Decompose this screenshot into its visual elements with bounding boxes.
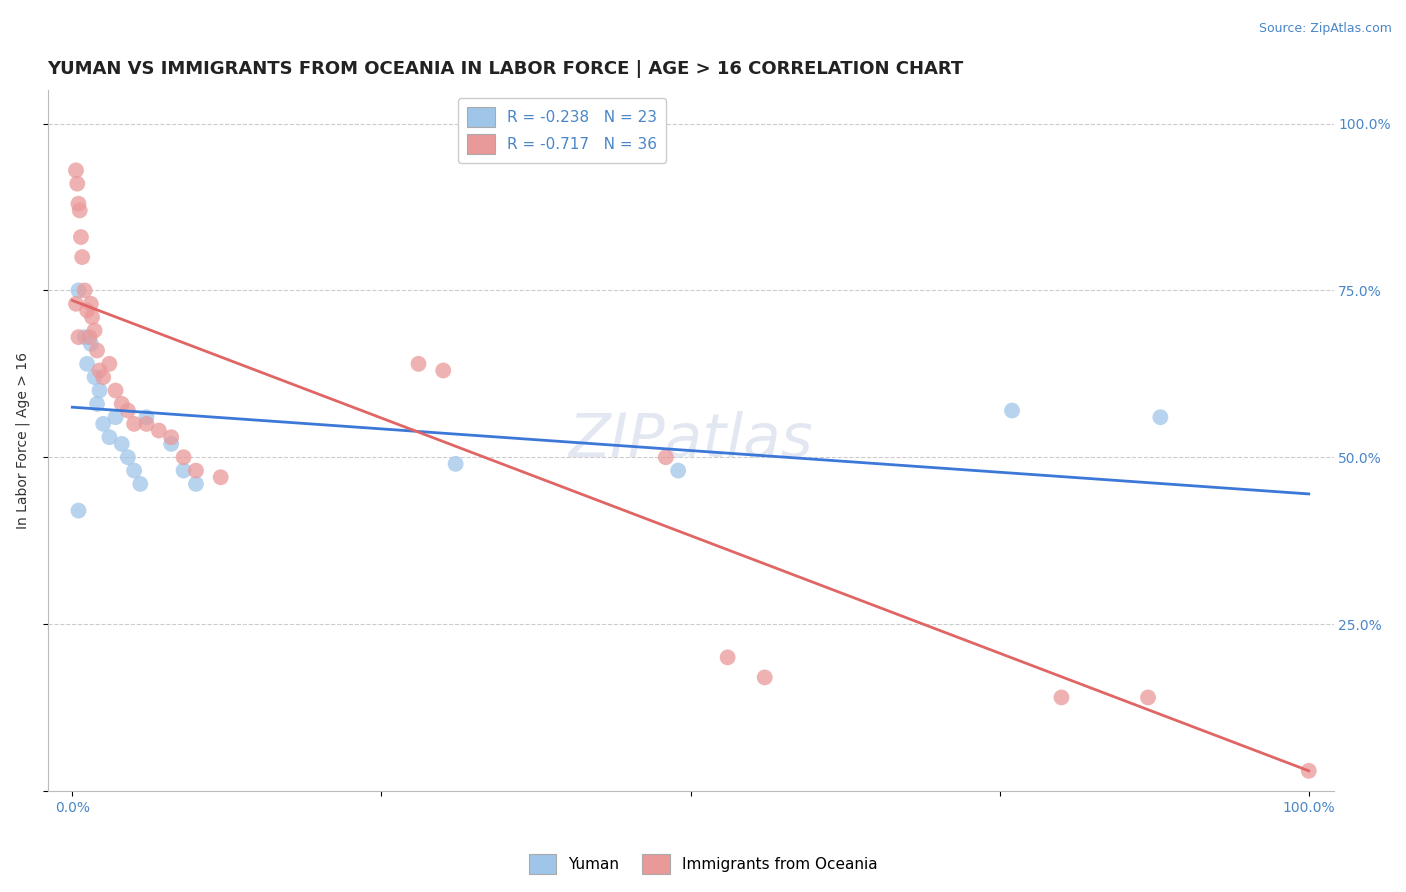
- Point: [184, 464, 207, 478]
- Point: [408, 357, 430, 371]
- Point: [89, 384, 111, 398]
- Point: [79, 330, 101, 344]
- Point: [444, 457, 467, 471]
- Point: [135, 410, 157, 425]
- Point: [67, 196, 90, 211]
- Text: ZIPatlas: ZIPatlas: [568, 411, 813, 470]
- Point: [104, 410, 127, 425]
- Point: [209, 470, 232, 484]
- Point: [160, 430, 183, 444]
- Point: [111, 437, 134, 451]
- Point: [69, 203, 91, 218]
- Point: [1137, 690, 1160, 705]
- Point: [135, 417, 157, 431]
- Point: [66, 177, 89, 191]
- Point: [89, 363, 111, 377]
- Point: [655, 450, 678, 465]
- Point: [83, 370, 105, 384]
- Point: [111, 397, 134, 411]
- Point: [160, 437, 183, 451]
- Point: [432, 363, 454, 377]
- Point: [65, 163, 87, 178]
- Point: [73, 330, 96, 344]
- Point: [1298, 764, 1320, 778]
- Point: [65, 297, 87, 311]
- Point: [83, 323, 105, 337]
- Text: Source: ZipAtlas.com: Source: ZipAtlas.com: [1258, 22, 1392, 36]
- Point: [1149, 410, 1171, 425]
- Point: [73, 284, 96, 298]
- Point: [67, 330, 90, 344]
- Text: YUMAN VS IMMIGRANTS FROM OCEANIA IN LABOR FORCE | AGE > 16 CORRELATION CHART: YUMAN VS IMMIGRANTS FROM OCEANIA IN LABO…: [48, 60, 963, 78]
- Point: [80, 336, 103, 351]
- Point: [1050, 690, 1073, 705]
- Point: [80, 310, 103, 325]
- Y-axis label: In Labor Force | Age > 16: In Labor Force | Age > 16: [15, 352, 30, 529]
- Point: [754, 670, 776, 684]
- Point: [98, 357, 121, 371]
- Point: [173, 464, 195, 478]
- Point: [80, 297, 103, 311]
- Point: [86, 397, 108, 411]
- Point: [91, 417, 114, 431]
- Point: [117, 403, 139, 417]
- Point: [666, 464, 689, 478]
- Point: [117, 450, 139, 465]
- Point: [122, 464, 145, 478]
- Point: [98, 430, 121, 444]
- Point: [76, 303, 98, 318]
- Point: [173, 450, 195, 465]
- Point: [70, 230, 93, 244]
- Point: [148, 424, 170, 438]
- Point: [129, 477, 152, 491]
- Point: [184, 477, 207, 491]
- Point: [122, 417, 145, 431]
- Point: [67, 284, 90, 298]
- Legend: Yuman, Immigrants from Oceania: Yuman, Immigrants from Oceania: [523, 848, 883, 880]
- Point: [86, 343, 108, 358]
- Point: [1001, 403, 1024, 417]
- Point: [67, 503, 90, 517]
- Legend: R = -0.238   N = 23, R = -0.717   N = 36: R = -0.238 N = 23, R = -0.717 N = 36: [458, 98, 666, 163]
- Point: [76, 357, 98, 371]
- Point: [717, 650, 740, 665]
- Point: [104, 384, 127, 398]
- Point: [70, 250, 93, 264]
- Point: [91, 370, 114, 384]
